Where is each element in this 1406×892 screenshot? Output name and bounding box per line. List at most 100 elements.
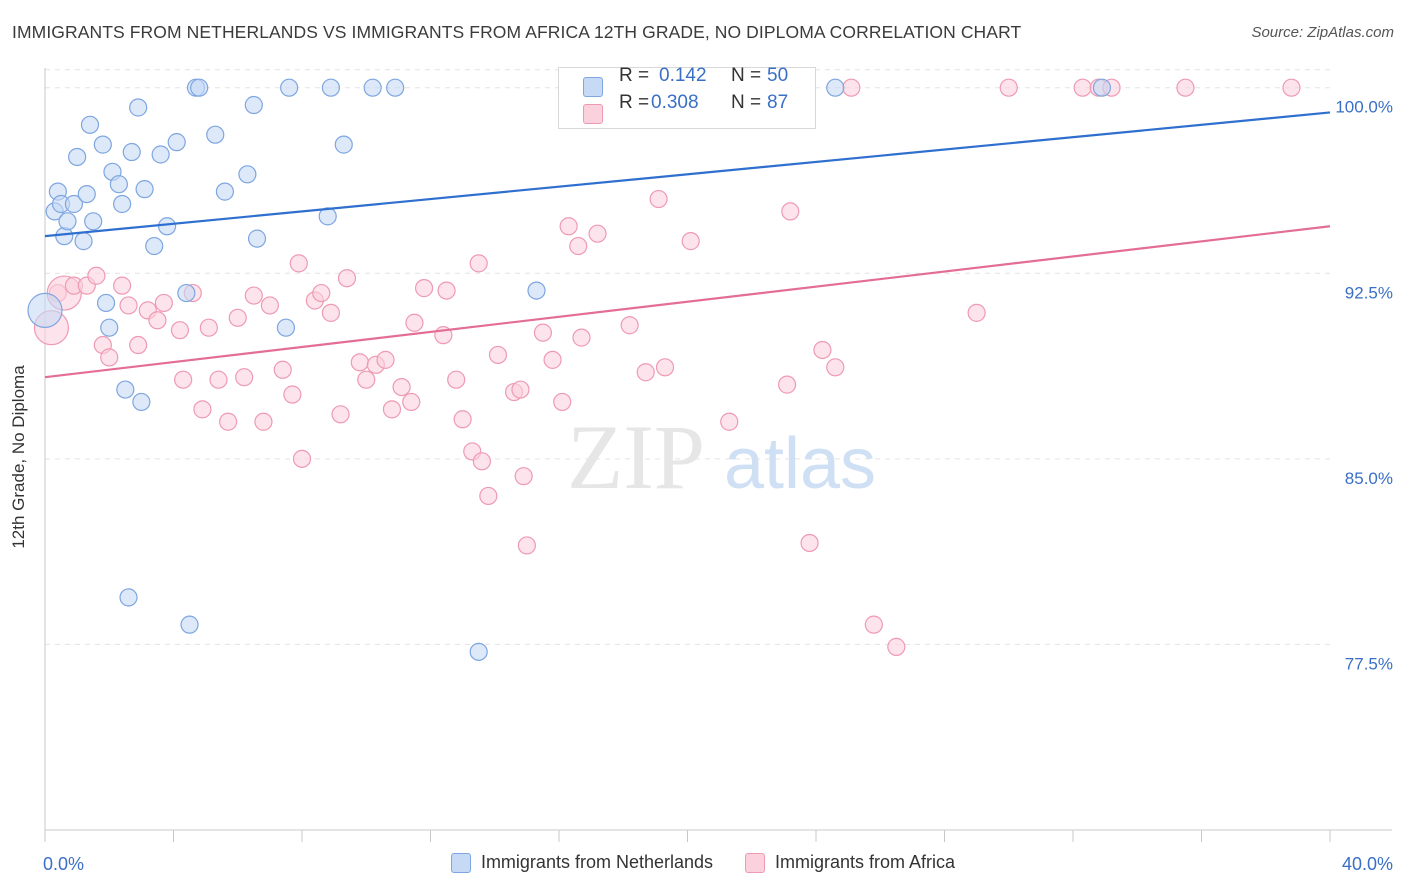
legend-swatch-blue xyxy=(450,852,471,873)
trend-lines xyxy=(44,111,1331,379)
data-point-africa xyxy=(720,412,739,431)
data-point-africa xyxy=(87,266,106,285)
data-point-netherlands xyxy=(74,232,93,251)
legend-item-netherlands[interactable]: Immigrants from Netherlands xyxy=(450,852,714,873)
data-point-africa xyxy=(553,392,572,412)
data-point-africa xyxy=(112,276,132,295)
data-point-africa xyxy=(283,385,302,404)
data-point-netherlands xyxy=(68,147,87,167)
data-point-africa xyxy=(800,533,819,553)
r-value-blue: 0.142 xyxy=(659,65,707,86)
data-point-netherlands xyxy=(826,78,845,97)
data-point-africa xyxy=(357,370,376,389)
data-point-africa xyxy=(681,232,700,251)
trend-line-netherlands xyxy=(44,111,1331,238)
data-point-africa xyxy=(273,360,292,379)
n-label: N = xyxy=(731,65,762,86)
axes xyxy=(44,68,1392,842)
r-label: R = xyxy=(619,92,650,113)
data-point-netherlands xyxy=(167,133,186,152)
data-point-netherlands xyxy=(215,182,234,201)
series-netherlands xyxy=(27,78,1112,661)
x-tick-label: 0.0% xyxy=(43,854,84,874)
r-label: R = xyxy=(619,65,650,86)
data-point-netherlands xyxy=(334,135,353,154)
data-point-africa xyxy=(235,368,254,387)
pink-swatch xyxy=(583,104,603,124)
data-point-netherlands xyxy=(119,588,138,607)
data-point-africa xyxy=(154,293,173,313)
stats-legend: R = 0.142 N = 50 R = 0.308 N = 87 xyxy=(558,65,816,129)
data-point-netherlands xyxy=(132,392,151,412)
data-point-africa xyxy=(1176,78,1195,97)
data-point-africa xyxy=(447,370,466,389)
data-point-africa xyxy=(129,335,148,355)
n-value-blue: 50 xyxy=(767,65,789,86)
legend-swatch-pink xyxy=(745,852,766,873)
data-point-netherlands xyxy=(1092,78,1112,97)
x-tick-label: 40.0% xyxy=(1342,854,1393,874)
data-point-africa xyxy=(999,78,1018,97)
data-point-africa xyxy=(488,345,508,365)
data-point-africa xyxy=(569,236,588,256)
data-point-netherlands xyxy=(27,292,63,328)
data-point-africa xyxy=(209,370,228,389)
legend-label-netherlands: Immigrants from Netherlands xyxy=(480,852,714,872)
data-point-africa xyxy=(781,202,800,221)
data-point-africa xyxy=(100,348,119,367)
data-point-africa xyxy=(402,392,421,412)
legend-item-africa[interactable]: Immigrants from Africa xyxy=(745,852,955,873)
data-point-netherlands xyxy=(177,283,196,303)
data-point-africa xyxy=(842,78,861,97)
data-point-africa xyxy=(511,380,530,399)
data-point-netherlands xyxy=(363,78,382,97)
data-point-africa xyxy=(588,224,607,243)
data-point-netherlands xyxy=(112,194,132,214)
data-point-netherlands xyxy=(157,217,177,236)
data-point-africa xyxy=(193,400,212,419)
data-point-africa xyxy=(289,254,308,273)
y-axis-label: 12th Grade, No Diploma xyxy=(9,365,28,549)
data-point-africa xyxy=(219,412,238,431)
data-point-netherlands xyxy=(276,318,296,337)
data-point-africa xyxy=(777,375,797,394)
data-point-africa xyxy=(620,316,639,335)
data-point-africa xyxy=(517,536,536,555)
r-value-pink: 0.308 xyxy=(651,92,699,113)
data-point-africa xyxy=(533,323,553,342)
data-point-netherlands xyxy=(145,236,164,256)
data-point-africa xyxy=(655,358,675,377)
data-point-africa xyxy=(887,637,906,656)
data-point-netherlands xyxy=(135,180,154,199)
data-point-africa xyxy=(414,279,434,298)
chart-title: IMMIGRANTS FROM NETHERLANDS VS IMMIGRANT… xyxy=(12,22,1022,42)
data-point-africa xyxy=(864,615,883,634)
data-point-africa xyxy=(119,296,138,315)
data-point-africa xyxy=(260,296,279,315)
watermark: ZIP atlas xyxy=(567,406,876,508)
data-point-netherlands xyxy=(116,380,135,399)
data-point-africa xyxy=(469,254,488,273)
data-point-africa xyxy=(199,318,218,337)
data-point-africa xyxy=(174,370,193,389)
data-point-netherlands xyxy=(190,78,209,97)
data-point-netherlands xyxy=(84,212,103,231)
data-point-netherlands xyxy=(80,115,100,134)
data-point-africa xyxy=(543,350,562,369)
data-point-africa xyxy=(479,486,498,506)
data-point-africa xyxy=(312,283,331,303)
data-point-africa xyxy=(405,313,424,332)
source-credit: Source: ZipAtlas.com xyxy=(1251,24,1394,41)
data-point-africa xyxy=(382,400,402,419)
data-point-netherlands xyxy=(77,184,96,204)
data-point-africa xyxy=(292,449,312,468)
y-tick-label: 77.5% xyxy=(1345,654,1393,673)
data-point-netherlands xyxy=(386,78,405,97)
data-point-netherlands xyxy=(238,165,257,184)
data-point-netherlands xyxy=(129,98,148,117)
data-point-africa xyxy=(1073,78,1092,97)
data-point-netherlands xyxy=(206,125,225,144)
data-point-africa xyxy=(559,217,578,236)
data-point-africa xyxy=(392,377,411,397)
